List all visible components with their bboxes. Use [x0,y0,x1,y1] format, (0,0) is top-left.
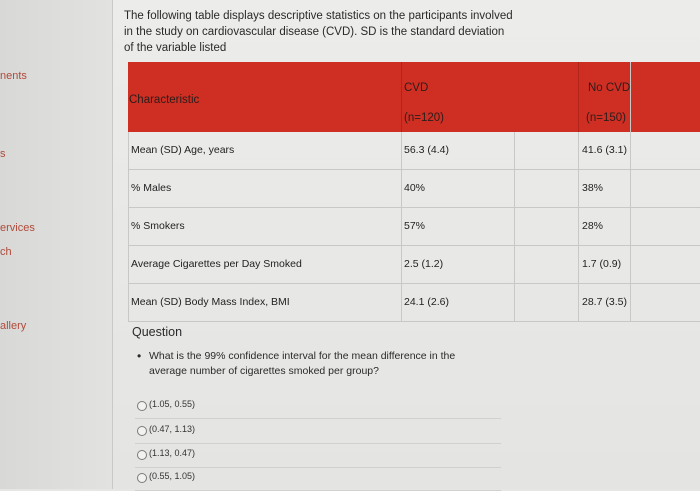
left-sidebar: nents s ervices ch allery [0,0,112,489]
answer-option[interactable]: (0.55, 1.05) [135,468,501,491]
header-characteristic: Characteristic [129,94,200,106]
answer-option[interactable]: (1.05, 0.55) [135,396,501,419]
radio-button[interactable] [137,401,147,411]
intro-text: The following table displays descriptive… [124,10,513,54]
sidebar-divider [112,0,113,489]
table-divider [578,132,579,322]
header-no-cvd-n: (n=150) [586,112,626,124]
option-label: (0.47, 1.13) [149,424,196,434]
row-cvd-value: 40% [404,182,426,194]
table-border [128,132,129,322]
header-divider [578,62,579,132]
sidebar-item-documents[interactable]: nents [0,70,27,82]
sidebar-item-gallery[interactable]: allery [0,320,27,332]
table-row: % Males 40% 38% [128,170,700,208]
radio-button[interactable] [137,450,147,460]
header-cvd: CVD [404,82,429,94]
table-divider [514,132,515,322]
option-label: (1.05, 0.55) [149,399,196,409]
row-no-cvd-value: 28.7 (3.5) [582,296,627,308]
table-row: Mean (SD) Age, years 56.3 (4.4) 41.6 (3.… [128,132,700,170]
header-divider [401,62,402,132]
table-row: Mean (SD) Body Mass Index, BMI 24.1 (2.6… [128,284,700,322]
radio-button[interactable] [137,473,147,483]
question-prompt: What is the 99% confidence interval for … [137,349,489,379]
table-divider [401,132,402,322]
table-row: Average Cigarettes per Day Smoked 2.5 (1… [128,246,700,284]
row-label: Mean (SD) Body Mass Index, BMI [131,296,290,308]
table-header: Characteristic CVD (n=120) No CVD (n=150… [128,62,700,132]
row-label: % Males [131,182,172,194]
sidebar-item-services[interactable]: ervices [0,222,35,234]
option-label: (0.55, 1.05) [149,471,196,481]
option-label: (1.13, 0.47) [149,448,196,458]
question-content: The following table displays descriptive… [113,0,700,491]
row-cvd-value: 24.1 (2.6) [404,296,449,308]
table-divider [630,62,631,322]
row-no-cvd-value: 1.7 (0.9) [582,258,622,270]
row-label: Mean (SD) Age, years [131,144,235,156]
row-label: Average Cigarettes per Day Smoked [131,258,302,270]
row-label: % Smokers [131,220,185,232]
row-cvd-value: 57% [404,220,426,232]
row-cvd-value: 2.5 (1.2) [404,258,444,270]
answer-option[interactable]: (0.47, 1.13) [135,421,501,444]
sidebar-item-s[interactable]: s [0,148,6,160]
row-cvd-value: 56.3 (4.4) [404,144,449,156]
header-no-cvd: No CVD [588,82,631,94]
row-no-cvd-value: 41.6 (3.1) [582,144,627,156]
answer-option[interactable]: (1.13, 0.47) [135,445,501,468]
row-no-cvd-value: 38% [582,182,604,194]
question-title: Question [132,325,183,339]
radio-button[interactable] [137,426,147,436]
header-cvd-n: (n=120) [404,112,444,124]
table-row: % Smokers 57% 28% [128,208,700,246]
sidebar-item-ch[interactable]: ch [0,246,12,258]
row-no-cvd-value: 28% [582,220,604,232]
